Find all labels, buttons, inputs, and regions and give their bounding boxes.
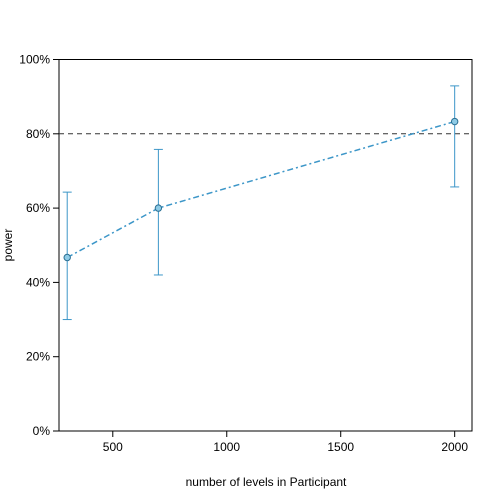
data-point xyxy=(63,253,71,262)
x-tick-label: 2000 xyxy=(441,440,468,454)
y-tick-label: 80% xyxy=(26,127,50,141)
x-tick-label: 1000 xyxy=(213,440,240,454)
y-tick-label: 60% xyxy=(26,201,50,215)
plot-frame xyxy=(58,59,473,432)
x-tick-label: 500 xyxy=(103,440,123,454)
y-tick-label: 0% xyxy=(33,424,51,438)
series-line xyxy=(66,120,455,259)
y-axis-title: power xyxy=(1,229,15,262)
series-layer xyxy=(62,85,460,321)
x-tick-label: 1500 xyxy=(327,440,354,454)
x-axis: 500 1000 1500 2000 xyxy=(103,431,468,454)
y-tick-label: 40% xyxy=(26,275,50,289)
y-axis: 0% 20% 40% 60% 80% 100% xyxy=(19,53,59,438)
data-point xyxy=(154,204,163,212)
data-point xyxy=(450,117,459,126)
y-tick-label: 20% xyxy=(26,350,50,364)
x-axis-title: number of levels in Participant xyxy=(186,475,347,489)
y-tick-label: 100% xyxy=(19,53,50,67)
